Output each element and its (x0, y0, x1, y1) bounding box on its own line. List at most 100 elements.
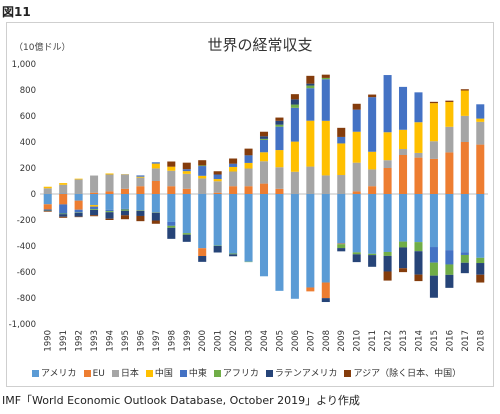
bar-segment (337, 244, 346, 249)
source-note: IMF「World Economic Outlook Database, Oct… (2, 394, 360, 407)
bar-segment (167, 161, 176, 167)
bar-segment (306, 194, 315, 288)
bar-segment (275, 117, 284, 121)
bar-segment (290, 99, 299, 105)
y-tick-label: 800 (20, 86, 36, 96)
bar-segment (120, 210, 129, 216)
bar-segment (290, 171, 299, 194)
bar-segment (275, 124, 284, 127)
x-tick-label: 1998 (167, 330, 177, 352)
bar-segment (445, 126, 454, 153)
bar-segment (321, 175, 330, 194)
bar-segment (136, 175, 145, 177)
bar-segment (445, 264, 454, 275)
bar-segment (414, 251, 423, 275)
legend-entry: 日本 (111, 366, 139, 379)
legend-entry: アメリカ (32, 366, 77, 379)
bar-segment (352, 254, 361, 263)
bar-segment (244, 148, 253, 156)
bar-segment (229, 158, 238, 164)
bar-segment (198, 165, 207, 167)
bar-segment (306, 166, 315, 194)
chart-title: 世界の経常収支 (207, 36, 313, 54)
bar-segment (290, 104, 299, 108)
bar-segment (352, 252, 361, 255)
bar-segment (399, 194, 408, 242)
bar-segment (167, 194, 176, 222)
bar-segment (460, 252, 469, 255)
bar-segment (182, 188, 191, 194)
bar-segment (476, 104, 485, 119)
bar-segment (429, 158, 438, 194)
y-tick-label: 1,000 (12, 60, 36, 70)
legend-swatch (111, 370, 119, 377)
bar-segment (476, 194, 485, 258)
legend-swatch (265, 370, 273, 377)
bar-segment (321, 194, 330, 283)
bar-segment (460, 142, 469, 194)
bar-segment (90, 209, 99, 210)
x-tick-label: 2006 (291, 330, 301, 352)
bar-segment (151, 163, 160, 169)
x-tick-label: 1990 (44, 330, 54, 352)
bar-segment (90, 194, 99, 206)
bar-segment (43, 186, 52, 189)
bar-segment (74, 200, 83, 210)
bar-segment (151, 181, 160, 194)
bar-segment (213, 246, 222, 253)
bar-segment (120, 215, 129, 220)
bar-segment (321, 79, 330, 121)
bar-segment (259, 138, 269, 140)
bar-segment (213, 192, 222, 194)
bar-segment (182, 171, 191, 174)
bar-segment (445, 100, 454, 102)
bar-segment (275, 167, 284, 189)
bar-segment (321, 77, 330, 80)
bar-segment (120, 194, 129, 209)
bar-segment (429, 103, 438, 142)
bar-segment (244, 168, 253, 187)
figure-label: 図11 (2, 5, 31, 19)
y-tick-label: -1,000 (9, 320, 36, 330)
bar-segment (275, 120, 284, 125)
bar-segment (429, 141, 438, 159)
bar-segment (136, 194, 145, 211)
x-tick-label: 1994 (106, 330, 116, 352)
bar-segment (43, 204, 52, 210)
x-tick-label: 2013 (399, 330, 409, 352)
bar-segment (306, 85, 315, 89)
bar-segment (476, 257, 485, 264)
legend-entry: アジア（除く日本、中国） (344, 366, 461, 379)
bar-segment (306, 287, 315, 292)
y-tick-label: 400 (20, 138, 36, 148)
y-tick-label: -800 (17, 294, 36, 304)
bar-segment (306, 83, 315, 86)
bar-segment (213, 194, 222, 246)
bar-segment (321, 74, 330, 78)
bar-segment (136, 210, 145, 211)
x-tick-label: 2010 (353, 330, 363, 352)
bar-segment (229, 166, 238, 172)
x-tick-label: 1996 (136, 330, 146, 352)
bar-segment (321, 120, 330, 176)
bar-segment (445, 101, 454, 127)
legend-swatch (179, 370, 187, 377)
bar-segment (414, 274, 423, 282)
bar-segment (290, 94, 299, 100)
x-tick-label: 1995 (121, 330, 131, 352)
x-tick-label: 2011 (368, 330, 378, 352)
bar-segment (414, 194, 423, 243)
legend-label: 中国 (154, 369, 173, 379)
bar-segment (120, 208, 129, 210)
bar-segment (306, 120, 315, 167)
bar-segment (383, 168, 392, 194)
bar-segment (383, 255, 392, 272)
bar-segment (476, 121, 485, 145)
bar-segment (229, 253, 238, 255)
bar-segment (259, 136, 269, 139)
bar-segment (275, 194, 284, 291)
bar-segment (259, 139, 269, 153)
bar-segment (399, 155, 408, 194)
bar-segment (105, 211, 114, 213)
y-tick-label: 0 (31, 190, 36, 200)
